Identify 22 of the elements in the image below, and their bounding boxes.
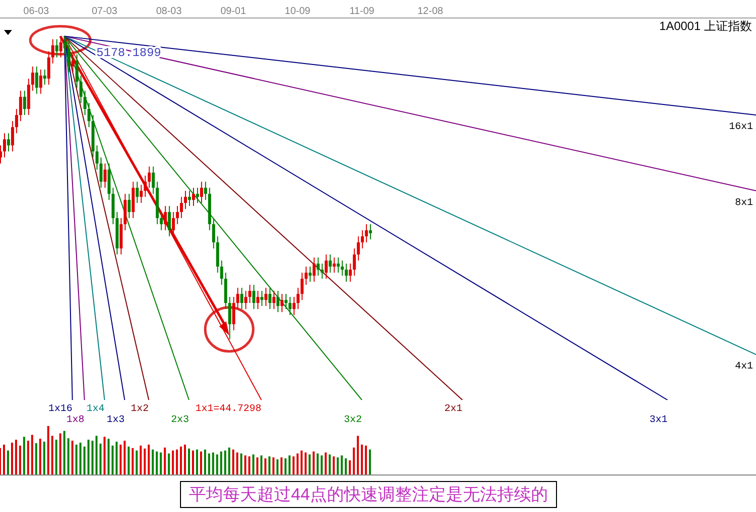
- x-tick-label: 10-09: [284, 6, 311, 17]
- series-label: 1x8: [66, 415, 84, 426]
- x-tick-label: 07-03: [92, 6, 118, 17]
- series-label: 2x3: [170, 415, 189, 426]
- text: 平均每天超过44点的快速调整注定是无法持续的: [180, 481, 557, 508]
- series-label: 3x1: [650, 415, 668, 426]
- chart-title: 1A0001 上证指数: [659, 18, 752, 35]
- series-label: 1x2: [130, 404, 149, 415]
- series-label: 4x1: [734, 362, 753, 373]
- series-label: 1x3: [106, 415, 125, 426]
- x-tick-label: 09-01: [220, 6, 246, 17]
- x-tick-label: 06-03: [23, 6, 50, 17]
- x-tick-label: 08-03: [156, 6, 182, 17]
- x-tick-label: 11-09: [349, 6, 375, 17]
- series-label: 3x2: [344, 415, 362, 426]
- series-label: 1x16: [48, 404, 72, 415]
- series-label: 2x1: [444, 404, 462, 415]
- series-label: 8x1: [734, 198, 753, 209]
- series-label: 16x1: [728, 122, 753, 134]
- series-label: 1x1=44.7298: [195, 404, 262, 415]
- series-label: 1x4: [86, 404, 105, 415]
- x-tick-label: 12-08: [417, 6, 444, 17]
